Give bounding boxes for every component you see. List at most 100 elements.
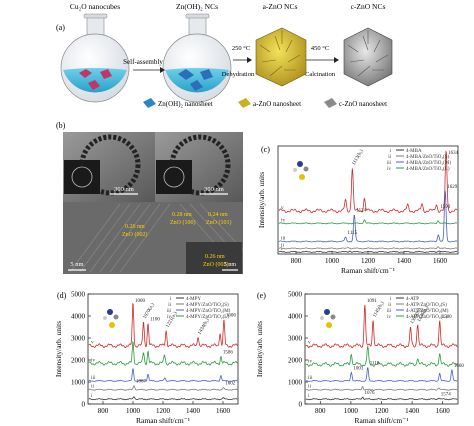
x-tick-label: 1000 <box>325 257 340 265</box>
y-tick-label: 1000 <box>288 379 303 387</box>
x-tick-label: 1200 <box>375 407 390 415</box>
stage-title-azno: a-ZnO NCs <box>263 2 298 11</box>
y-tick-label: 0 <box>299 401 303 409</box>
x-axis-title: Raman shift/cm⁻¹ <box>136 416 190 425</box>
hrtem-inset <box>186 242 242 274</box>
fringe-1-plane: ZnO (100) <box>170 219 196 226</box>
spectrum-line <box>278 150 458 214</box>
x-axis-title: Raman shift/cm⁻¹ <box>341 266 395 275</box>
molecule-icon <box>299 174 305 180</box>
legend-roman: iii <box>387 309 392 314</box>
legend-roman: iii <box>167 309 172 314</box>
scale-hrtem: 5 nm <box>70 261 83 268</box>
saed-ring-right <box>163 166 185 188</box>
series-roman-label: i <box>91 393 93 399</box>
spectrum-line <box>305 367 458 382</box>
peak-annotation: 1000 <box>135 299 146 304</box>
legend-entry: 4-ATP/ZnO/TiO₂(S) <box>406 303 447 308</box>
flask-1-icon <box>60 13 130 103</box>
series-roman-label: v <box>91 340 94 346</box>
legend-entry: 4-MBA/ZnO/TiO₂(L) <box>406 167 450 172</box>
legend-entry: 4-ATP <box>406 297 419 302</box>
peak-annotation: 1580 <box>442 315 453 320</box>
peak-annotation: 1602 <box>225 382 236 387</box>
peak-annotation: 1115 <box>348 231 358 236</box>
chart-e: (e) 800 1000 1200 1400 1600 Raman shift/cm⁻¹ 0 1… <box>255 291 464 426</box>
legend-entry: 4-MPY <box>186 297 201 302</box>
scale-left: 300 nm <box>114 186 134 193</box>
series-roman-label: ii <box>91 384 95 390</box>
series-roman-label: v <box>308 340 311 346</box>
legend-roman: i <box>170 297 172 302</box>
y-tick-label: 2000 <box>71 357 86 365</box>
spectrum-line <box>278 219 458 225</box>
series-roman-label: ii <box>281 242 285 248</box>
czno-nanosheet-icon <box>324 98 337 108</box>
series-roman-label: v <box>281 205 284 211</box>
inset-left <box>64 160 100 194</box>
x-tick-label: 800 <box>291 257 302 265</box>
molecule-icon <box>330 314 336 320</box>
spectrum-line <box>88 385 238 391</box>
molecule-icon <box>103 316 107 320</box>
legend-czno: c-ZnO nanosheet <box>339 100 387 108</box>
x-tick-label: 1000 <box>344 407 359 415</box>
x-tick-label: 1600 <box>436 407 451 415</box>
peak-annotation: 1110 <box>370 362 380 367</box>
step3-temp: 450 °C <box>311 45 329 52</box>
series-roman-label: iii <box>308 375 313 381</box>
legend-entry: 4-MPY/ZnO/TiO₂(L) <box>186 315 229 320</box>
peak-annotation: 1634 <box>448 151 459 156</box>
stage-title-czno: c-ZnO NCs <box>351 2 386 11</box>
spectrum-line <box>305 346 458 367</box>
step3-label: Calcination <box>305 71 336 78</box>
legend-azno: a-ZnO nanosheet <box>253 100 301 108</box>
saed-ring-left <box>71 166 93 188</box>
x-tick-label: 1200 <box>156 407 171 415</box>
fringe-4-plane: ZnO (002) <box>203 261 229 268</box>
x-tick-label: 1400 <box>397 257 412 265</box>
panel-label: (d) <box>57 291 67 300</box>
peak-annotation: 1574 <box>441 392 452 397</box>
legend-roman: iv <box>387 315 391 320</box>
fringe-2-spacing: 0.26 nm <box>125 224 145 230</box>
fringe-2-plane: ZnO (002) <box>122 231 148 238</box>
step2-temp: 250 °C <box>232 45 250 52</box>
chart-d: (d) 800 1000 1200 1400 1600 Raman shift/cm⁻¹ 0 1… <box>54 291 239 425</box>
x-tick-label: 800 <box>98 407 109 415</box>
y-axis-title: Intensity/arb. units <box>255 321 264 377</box>
peak-annotation: 1113(b₂) <box>352 149 365 167</box>
y-tick-label: 5000 <box>288 291 303 299</box>
y-tick-label: 0 <box>82 401 86 409</box>
spectrum-line <box>305 386 458 391</box>
peak-annotation: 1590 <box>440 205 451 210</box>
series-roman-label: i <box>281 246 283 252</box>
legend-roman: iv <box>387 167 391 172</box>
panel-a: (a) Cu₂O nanocubes Zn(OH)₂ NCs a-ZnO NCs… <box>56 2 393 108</box>
step2-label: Dehydration <box>222 71 255 78</box>
peak-annotation: 1434(b₂) <box>198 318 211 336</box>
czno-nanocube-image <box>343 27 393 87</box>
panel-a-label: (a) <box>56 23 65 32</box>
series-roman-label: ii <box>308 384 312 390</box>
y-tick-label: 4000 <box>288 313 303 321</box>
x-axis-title: Raman shift/cm⁻¹ <box>355 416 409 425</box>
chart-c: (c) 800 1000 1200 1400 1600 Raman shift/cm⁻¹ In… <box>257 145 459 275</box>
legend-znoh2: Zn(OH)₂ nanosheet <box>158 100 213 108</box>
molecule-icon <box>297 161 303 167</box>
molecule-icon <box>324 309 330 315</box>
x-tick-label: 1200 <box>361 257 376 265</box>
molecule-icon <box>303 166 309 172</box>
fringe-4-spacing: 0.26 nm <box>205 254 225 260</box>
legend-roman: ii <box>388 303 391 308</box>
y-tick-label: 2000 <box>288 357 303 365</box>
molecule-icon <box>107 309 113 315</box>
inset-right <box>156 160 192 194</box>
molecule-icon <box>293 168 297 172</box>
molecule-icon <box>113 314 119 320</box>
scale-right: 300 nm <box>204 186 224 193</box>
lattice-fringes <box>69 203 244 273</box>
y-tick-label: 1000 <box>71 379 86 387</box>
panel-label: (c) <box>261 145 270 154</box>
x-tick-label: 1600 <box>433 257 448 265</box>
